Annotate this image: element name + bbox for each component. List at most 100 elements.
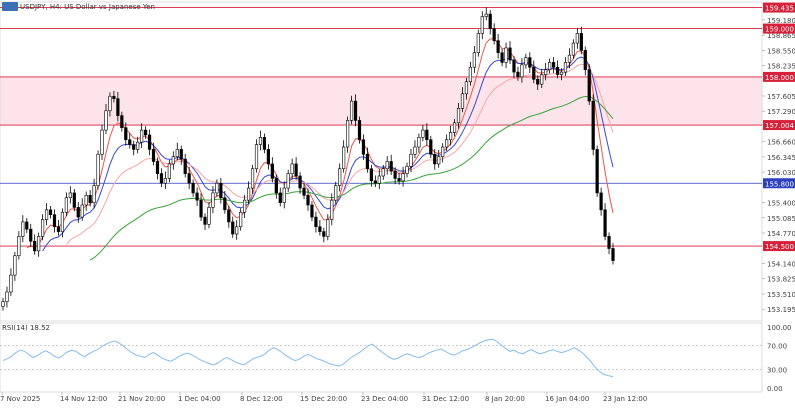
candle-body (441, 146, 445, 157)
candle-body (112, 95, 116, 99)
candle-body (468, 66, 473, 83)
candle (171, 151, 175, 170)
candle-body (76, 207, 80, 218)
candle (437, 149, 441, 168)
price-tick-label: 156.345 (767, 154, 795, 162)
candle-body (44, 209, 49, 220)
candle-body (96, 153, 100, 186)
ma-long-line (89, 95, 614, 261)
candle (504, 42, 508, 69)
candle-body (559, 71, 564, 75)
candle (599, 187, 603, 216)
candle-body (437, 156, 441, 165)
candle-body (318, 226, 322, 232)
candle (124, 122, 128, 146)
candle (484, 7, 488, 21)
candle-body (294, 163, 298, 177)
candle (381, 164, 385, 180)
candle (68, 186, 72, 204)
candle-body (587, 69, 591, 102)
candle-body (243, 199, 247, 213)
candle (84, 191, 88, 211)
candle-body (88, 195, 92, 203)
candle (219, 177, 223, 204)
candle (342, 140, 346, 173)
candle-body (116, 98, 120, 116)
candle (33, 234, 37, 255)
candle (298, 172, 302, 194)
level-tag-157.004 (763, 120, 795, 131)
candle (13, 251, 17, 281)
candle (100, 124, 104, 161)
candle-body (60, 211, 65, 232)
candle-body (25, 221, 29, 230)
candle (41, 214, 45, 241)
candle (516, 66, 520, 81)
candle (290, 158, 294, 180)
price-tick-label: 158.235 (767, 63, 795, 71)
candle (155, 157, 160, 180)
candle (591, 94, 595, 156)
candle-body (314, 216, 318, 228)
candle (147, 129, 152, 156)
candle-body (322, 231, 326, 237)
candle (361, 134, 366, 161)
candle (377, 169, 381, 190)
candle (452, 118, 457, 137)
candle (460, 87, 465, 113)
candle-body (92, 185, 96, 203)
candle-body (199, 199, 203, 218)
candle (528, 52, 532, 74)
time-tick-label: 7 Nov 2025 (0, 395, 40, 403)
candle-body (183, 158, 187, 174)
candle (211, 186, 215, 214)
candle-body (460, 93, 465, 109)
candle-body (353, 100, 358, 121)
rsi-title: RSI(14) 18.52 (2, 324, 50, 332)
level-tag-159.000 (763, 23, 795, 34)
price-candles (1, 7, 615, 311)
candle (548, 58, 552, 74)
candle-body (132, 144, 136, 150)
candle-body (377, 175, 381, 184)
candle (544, 62, 548, 81)
candle (294, 157, 298, 180)
candle (349, 95, 354, 125)
candle (246, 181, 251, 205)
candle-body (563, 62, 568, 73)
candle (243, 194, 247, 219)
candle-body (235, 226, 239, 235)
candle (179, 145, 183, 165)
candle-body (68, 192, 72, 199)
candle (464, 77, 469, 100)
candle-body (504, 47, 508, 63)
candle (96, 150, 100, 190)
candle-body (536, 79, 540, 85)
candle (393, 167, 397, 185)
candle (215, 179, 219, 197)
candle (266, 144, 270, 170)
price-tick-label: 155.400 (767, 200, 795, 208)
candle (496, 33, 500, 59)
candle-body (246, 187, 251, 201)
rsi-tick-label: 70.00 (767, 342, 787, 350)
candle (429, 135, 433, 159)
candle-body (385, 161, 389, 170)
price-tick-label: 159.180 (767, 17, 795, 25)
candle-body (270, 163, 274, 179)
candle (555, 60, 560, 79)
candle (29, 223, 33, 248)
candle-body (108, 95, 112, 112)
time-tick-label: 8 Jan 20:00 (485, 395, 525, 403)
candle-body (211, 192, 215, 208)
candle-body (5, 291, 9, 302)
level-tag-text-158.000: 158.000 (765, 74, 794, 82)
candle (187, 166, 191, 190)
candle (52, 209, 57, 233)
candle-body (147, 134, 152, 150)
candle-body (528, 57, 532, 68)
price-tick-label: 158.865 (767, 32, 795, 40)
candle-body (310, 204, 314, 218)
